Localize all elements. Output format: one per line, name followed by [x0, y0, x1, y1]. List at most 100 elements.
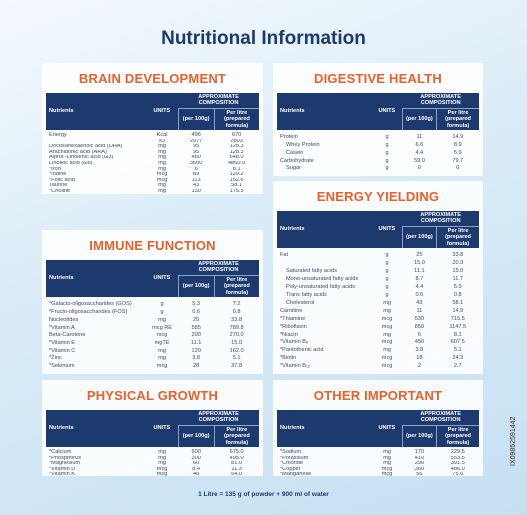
table-row: Carnitine mg 11 14.9: [277, 308, 479, 316]
header-cell: Per litre (prepared formula): [213, 274, 259, 298]
table-cell: 170: [414, 449, 425, 456]
table-header: Nutrients UNITS APPROXIMATE COMPOSITION (pe…: [277, 93, 479, 131]
table-cell: mcg: [156, 466, 168, 472]
table-cell: *Folic acid: [49, 177, 75, 183]
table-cell: *Vitamin C: [49, 347, 76, 354]
table-cell: 0.6: [192, 309, 201, 316]
table-cell: *Biotin: [280, 355, 297, 362]
header-cell: UNITS: [371, 410, 403, 448]
table-body: *Calcium mg 500 675.0 *Phosphorus mg 300 405.0 *…: [46, 447, 259, 478]
table-cell: 2: [417, 363, 421, 370]
table-cell: Linoleic acid (ω6): [49, 161, 93, 167]
table-cell: *Calcium: [49, 449, 72, 456]
table-cell: 11.7: [452, 276, 464, 283]
table-row: *Sodium mg 170 229.5: [277, 447, 479, 456]
table-row: *Calcium mg 500 675.0: [46, 447, 259, 456]
table-cell: 8.1: [453, 331, 462, 338]
table-row: Energy Kcal 496 670: [46, 130, 259, 139]
table-cell: 715.5: [450, 315, 465, 322]
table-cell: 40: [193, 472, 200, 478]
table-cell: 607.5: [450, 339, 465, 346]
table-cell: mcg: [381, 355, 393, 362]
table-cell: 360: [414, 466, 425, 472]
table-cell: g: [385, 284, 389, 291]
table-row: *Vitamin D mcg 8.4 11.3: [46, 467, 259, 473]
table-cell: mg: [383, 449, 391, 456]
table-cell: Saturated fatty acids: [286, 268, 337, 275]
panel: OTHER IMPORTANT NUTRIENTSNutrientsUNITSA…: [273, 380, 483, 478]
table-row: Arachidonic acid (ARA) mg 95 128.3: [46, 150, 259, 156]
table-row: Nucleotides mg 25 33.8: [46, 317, 259, 325]
table-cell: *Magnesium: [49, 461, 81, 467]
header-row: Nutrients UNITS APPROXIMATE COMPOSITION: [277, 211, 479, 249]
table-row: Casein g 4.4 5.9: [277, 150, 479, 158]
table-row: *Copper mcg 360 486.0: [277, 467, 479, 473]
header-row: (per 100g) Per litre (prepared formula): [277, 424, 479, 448]
table-cell: 405.0: [229, 455, 244, 461]
table-row: Protein g 11 14.9: [277, 130, 479, 142]
table-cell: 3600: [189, 161, 203, 167]
table-cell: 33.8: [452, 251, 464, 258]
table-cell: mcg: [381, 472, 393, 478]
table-cell: mcg: [381, 315, 393, 322]
table-cell: *Vitamin B₆: [280, 339, 309, 346]
table-cell: 6.6: [415, 142, 424, 149]
table-row: *Riboflavin mcg 850 1147.5: [277, 324, 479, 332]
table-cell: Kcal: [156, 132, 168, 139]
table-cell: g: [385, 149, 389, 156]
table-cell: 33.8: [231, 316, 243, 323]
table-cell: 11: [416, 133, 423, 140]
table-row: *Thiamine mcg 530 715.5: [277, 316, 479, 324]
header-row: Nutrients UNITS APPROXIMATE COMPOSITION: [46, 260, 259, 298]
table-row: *Vitamin A mcg RE 585 789.8: [46, 324, 259, 332]
table-cell: *Thiamine: [280, 315, 306, 322]
table-cell: 7.2: [232, 300, 241, 307]
table-cell: *Phosphorus: [49, 455, 82, 461]
table-cell: mcg: [381, 363, 393, 370]
nutrient-table: Nutrients UNITS APPROXIMATE COMPOSITION (pe…: [46, 93, 259, 195]
table-row: *Phosphorus mg 300 405.0: [46, 456, 259, 462]
table-cell: 128.3: [229, 144, 244, 150]
table-row: *Vitamin B₁₂ mcg 2 2.7: [277, 363, 479, 371]
header-cell: (per 100g): [177, 274, 215, 298]
footer-note: 1 Litre = 135 g of powder + 900 ml of wa…: [198, 491, 329, 498]
table-cell: 54.0: [231, 472, 243, 478]
table-cell: 175.5: [229, 189, 244, 195]
product-code: IX09852591442: [510, 416, 517, 466]
table-cell: *Copper: [280, 466, 301, 472]
table-cell: 75.6: [452, 472, 464, 478]
table-cell: 1147.5: [449, 323, 467, 330]
table-row: *Vitamin K mcg 40 54.0: [46, 472, 259, 478]
table-row: Fat g 25 33.8: [277, 248, 479, 260]
panel-heading: BRAIN DEVELOPMENT: [78, 71, 227, 86]
header-row: (per 100g) Per litre (prepared formula): [46, 424, 259, 448]
table-cell: mgTE: [154, 340, 170, 346]
panel-heading: PHYSICAL GROWTH: [86, 388, 219, 403]
table-cell: 25: [416, 251, 423, 258]
panel: BRAIN DEVELOPMENT Nutrients UNITS APPROXIMA…: [42, 63, 263, 194]
table-cell: 410: [414, 455, 425, 461]
table-cell: 130: [191, 189, 201, 195]
table-row: *Iodine mcg 89 120.2: [46, 172, 259, 178]
table-cell: Docosahexaenoic acid (DHA): [49, 144, 123, 150]
header-cell: Per litre (prepared formula): [436, 424, 479, 448]
table-cell: 95: [193, 144, 200, 150]
nutrient-table: Nutrients UNITS APPROXIMATE COMPOSITION (pe…: [277, 211, 479, 371]
table-cell: kJ: [159, 138, 165, 144]
panel: DIGESTIVE HEALTH Nutrients UNITS APPROXIMAT…: [273, 63, 483, 176]
table-cell: Alpha -Linolenic acid (ω3): [49, 155, 114, 161]
table-row: *Niacin mg 6 8.1: [277, 331, 479, 339]
table-cell: Trans fatty acids: [286, 292, 327, 299]
table-cell: 300: [191, 455, 201, 461]
table-cell: 3.8: [192, 355, 201, 362]
table-cell: 11.1: [414, 268, 425, 275]
table-cell: 120.2: [229, 172, 244, 178]
table-cell: g: [385, 292, 389, 299]
table-cell: mg: [383, 347, 391, 354]
table-cell: 43: [416, 299, 423, 306]
header-cell: (per 100g): [401, 107, 437, 131]
panel-heading: IMMUNE FUNCTION: [89, 238, 216, 253]
table-cell: mg: [158, 461, 166, 467]
table-row: *Fructo-oligosaccharides (FOS) g 0.6 0.8: [46, 309, 259, 317]
table-cell: mcg: [156, 172, 168, 178]
